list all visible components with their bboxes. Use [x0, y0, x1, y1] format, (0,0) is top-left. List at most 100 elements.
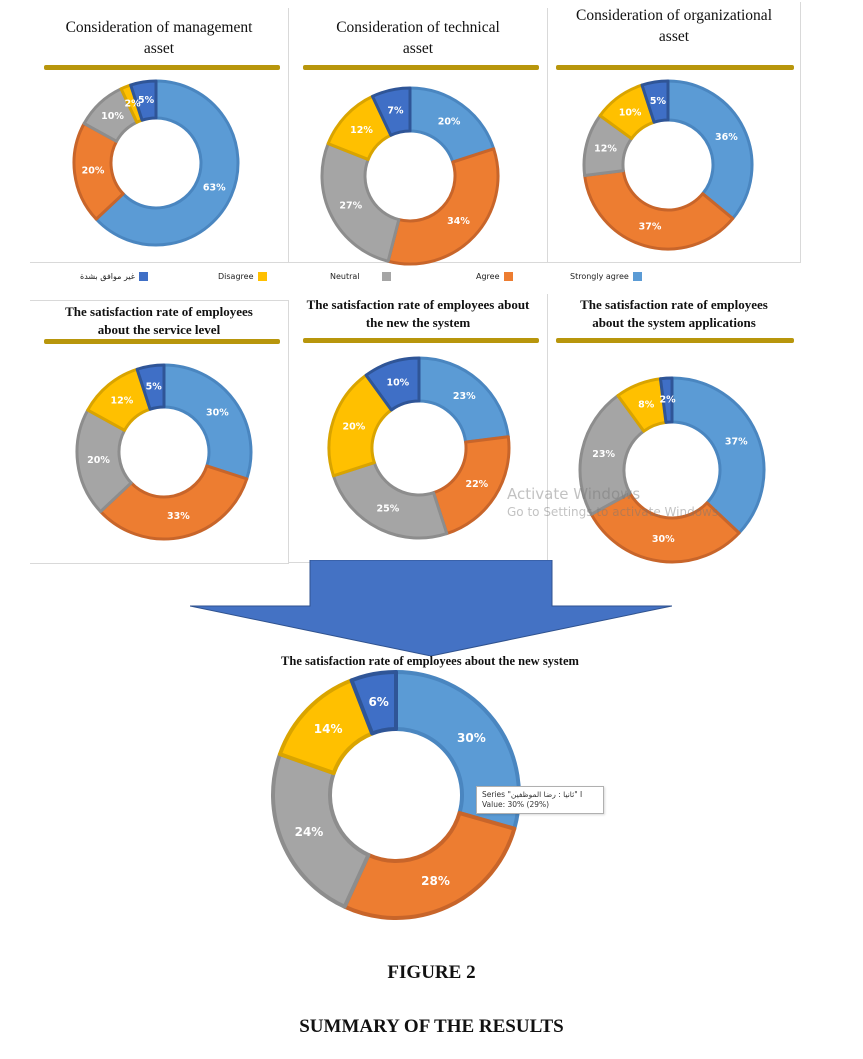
title-underline: [44, 65, 280, 70]
title-underline: [303, 338, 539, 343]
chart-tooltip: Series "ثانيا : رضا الموظفين" I Value: 3…: [476, 786, 604, 814]
chart-title-line: The satisfaction rate of employees: [65, 304, 253, 319]
data-label: 2%: [125, 98, 142, 109]
data-label: 5%: [650, 96, 667, 107]
donut-slice[interactable]: [583, 169, 735, 251]
legend-item-disagree: Disagree: [218, 272, 267, 281]
legend-swatch: [381, 272, 391, 281]
donut-slice[interactable]: [658, 376, 674, 424]
data-label: 34%: [447, 216, 470, 227]
chart-title-line: Consideration of technical: [336, 19, 500, 36]
donut-slice[interactable]: [670, 376, 766, 535]
activate-windows-watermark: Activate Windows Go to Settings to activ…: [507, 484, 722, 520]
chart-title-line: Consideration of management: [65, 19, 253, 36]
data-label: 20%: [342, 421, 365, 432]
data-label: 12%: [111, 396, 134, 407]
final-chart-title: The satisfaction rate of employees about…: [281, 654, 579, 668]
donut-slice[interactable]: [162, 363, 253, 481]
data-label: 20%: [438, 117, 461, 128]
data-label: 5%: [138, 95, 155, 106]
chart-title-line: asset: [143, 39, 175, 57]
donut-slice[interactable]: [640, 79, 670, 124]
data-label: 30%: [457, 731, 486, 745]
donut-slice[interactable]: [666, 79, 754, 221]
legend-label: Neutral: [330, 272, 360, 281]
legend-label: غير موافق بشدة: [80, 272, 135, 281]
title-underline: [556, 65, 794, 70]
chart-title: The satisfaction rate of employees about…: [30, 303, 288, 338]
legend-label: Strongly agree: [570, 272, 629, 281]
donut-slice[interactable]: [349, 670, 398, 736]
chart-title-line: asset: [658, 27, 690, 45]
data-label: 27%: [339, 201, 362, 212]
donut-slice[interactable]: [320, 142, 401, 263]
legend-item-strongly-agree: Strongly agree: [570, 272, 642, 281]
title-underline: [44, 339, 280, 344]
legend-swatch: [503, 272, 513, 281]
chart-title: The satisfaction rate of employees about…: [548, 296, 800, 331]
donut-slice[interactable]: [94, 79, 240, 247]
donut-slice[interactable]: [371, 86, 412, 137]
donut-slice[interactable]: [331, 461, 449, 540]
chart-title-line: the new the system: [365, 314, 471, 330]
data-label: 10%: [619, 107, 642, 118]
donut-slice[interactable]: [129, 79, 158, 122]
data-label: 5%: [146, 381, 163, 392]
data-label: 30%: [206, 408, 229, 419]
chart-title-line: about the system applications: [592, 314, 756, 330]
data-label: 28%: [421, 874, 450, 888]
chart-title-line: asset: [402, 39, 434, 57]
data-label: 12%: [350, 125, 373, 136]
data-label: 6%: [368, 695, 388, 709]
summary-caption: SUMMARY OF THE RESULTS: [299, 1016, 564, 1037]
donut-slice[interactable]: [589, 491, 741, 564]
chart-title: The satisfaction rate of employees about…: [289, 296, 547, 331]
chart-title-line: The satisfaction rate of employees about: [306, 297, 530, 312]
donut-slice[interactable]: [135, 363, 166, 411]
donut-slice[interactable]: [364, 356, 421, 412]
data-label: 7%: [387, 106, 404, 117]
donut-slice[interactable]: [271, 752, 371, 909]
watermark-line: Go to Settings to activate Windows.: [507, 505, 722, 520]
data-label: 10%: [101, 111, 124, 122]
data-label: 23%: [453, 391, 476, 402]
watermark-line: Activate Windows: [507, 485, 641, 503]
tooltip-value: Value: 30% (29%): [482, 799, 550, 809]
legend-item-neutral: Neutral: [330, 272, 391, 281]
chart-title: Consideration of management asset: [30, 18, 288, 60]
data-label: 2%: [660, 395, 677, 406]
data-label: 22%: [465, 479, 488, 490]
donut-slice[interactable]: [386, 147, 500, 266]
down-arrow-icon: [190, 560, 672, 656]
data-label: 23%: [592, 449, 615, 460]
tooltip-series: Series "ثانيا : رضا الموظفين" I: [482, 790, 583, 799]
donut-slice[interactable]: [99, 464, 249, 541]
data-label: 12%: [594, 143, 617, 154]
chart-title: Consideration of organizational asset: [548, 6, 800, 48]
data-label: 14%: [314, 722, 343, 736]
data-label: 25%: [377, 504, 400, 515]
data-label: 37%: [725, 437, 748, 448]
legend-swatch: [257, 272, 267, 281]
title-underline: [303, 65, 539, 70]
data-label: 8%: [638, 399, 655, 410]
legend-label: Disagree: [218, 272, 254, 281]
chart-title-line: Consideration of organizational: [576, 7, 772, 24]
donut-slice[interactable]: [342, 811, 517, 920]
legend-swatch: [632, 272, 642, 281]
data-label: 24%: [295, 825, 324, 839]
data-label: 20%: [87, 455, 110, 466]
data-label: 10%: [386, 377, 409, 388]
data-label: 20%: [82, 165, 105, 176]
title-underline: [556, 338, 794, 343]
data-label: 36%: [715, 132, 738, 143]
donut-slice[interactable]: [417, 356, 510, 444]
chart-title-line: about the service level: [97, 321, 221, 337]
